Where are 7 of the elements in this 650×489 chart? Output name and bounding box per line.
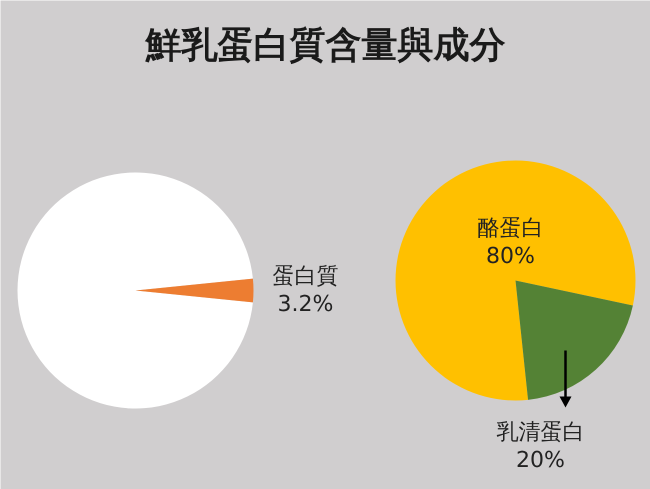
- chart-title: 鮮乳蛋白質含量與成分: [144, 25, 506, 66]
- slice-label: 酪蛋白: [478, 216, 544, 241]
- slice-label: 蛋白質: [272, 264, 338, 289]
- slice-label: 乳清蛋白: [496, 420, 584, 445]
- data-label: 80%: [486, 244, 535, 269]
- data-label: 3.2%: [278, 292, 334, 317]
- data-label: 20%: [516, 448, 565, 473]
